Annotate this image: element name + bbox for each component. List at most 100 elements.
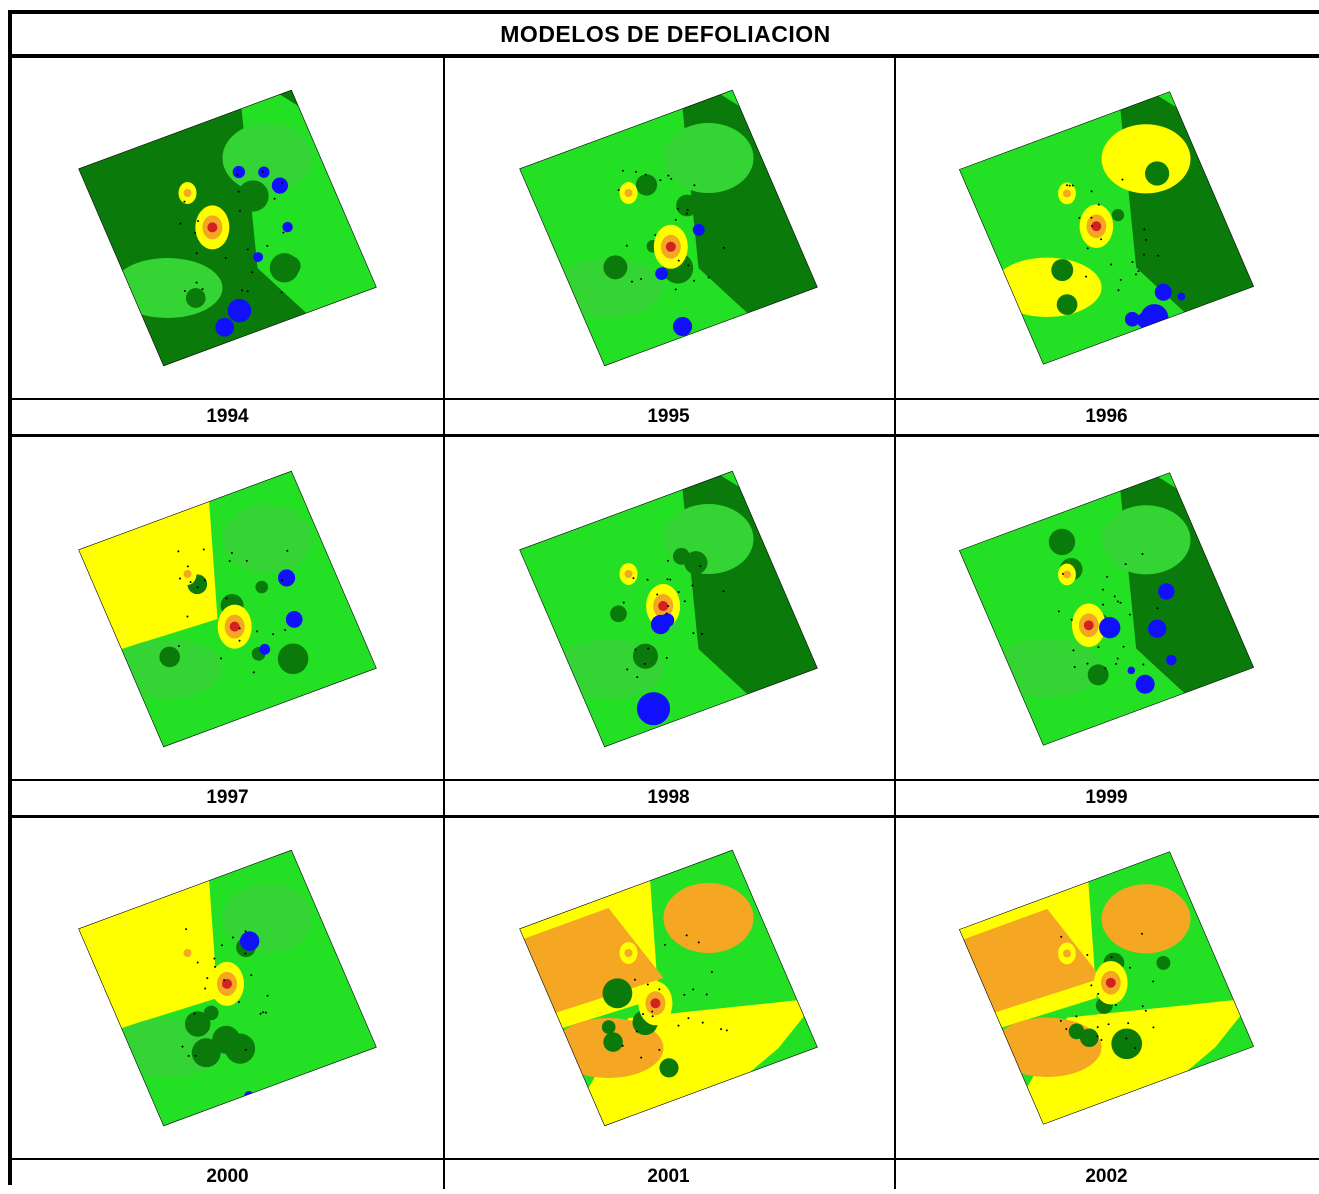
map-patch: [684, 551, 708, 575]
map-sample-point: [1091, 225, 1094, 227]
map-sample-point: [646, 983, 649, 986]
map-sample-point: [658, 1048, 661, 1051]
year-label: 1996: [1085, 406, 1128, 427]
map-hotspot: [183, 189, 192, 197]
map-sample-point: [214, 965, 217, 968]
map-sample-point: [1102, 588, 1105, 591]
map-zone: [222, 504, 313, 574]
map-sample-point: [1122, 645, 1125, 648]
map-sample-point: [252, 671, 255, 674]
map-sample-point: [1085, 275, 1088, 278]
map-sample-point: [669, 578, 672, 581]
map-sample-point: [687, 1017, 690, 1020]
map-sample-point: [685, 934, 688, 937]
map-blue-spot: [672, 316, 693, 337]
map-sample-point: [1145, 238, 1147, 241]
map-sample-point: [1059, 1019, 1062, 1022]
map-blue-spot: [282, 221, 293, 233]
map-blue-spot: [258, 166, 270, 178]
map-zone: [987, 997, 1254, 1125]
map-sample-point: [231, 936, 234, 939]
map-sample-point: [1116, 600, 1119, 603]
map-sample-point: [1078, 216, 1081, 219]
map-sample-point: [1116, 657, 1119, 660]
defoliation-map-1997: [78, 470, 377, 748]
map-sample-point: [691, 584, 694, 587]
map-outline: [78, 849, 377, 1127]
map-patch: [255, 580, 269, 594]
grid-line: [12, 398, 1319, 400]
map-zone: [1101, 505, 1191, 575]
map-sample-point: [1157, 254, 1160, 257]
map-sample-point: [635, 1030, 638, 1033]
map-patch: [1079, 1028, 1099, 1048]
map-sample-point: [651, 1010, 654, 1013]
map-sample-point: [1066, 184, 1069, 187]
year-label: 1995: [647, 406, 690, 427]
map-sample-point: [670, 177, 673, 180]
map-sample-point: [1075, 1015, 1078, 1018]
map-sample-point: [1104, 667, 1107, 670]
map-zone: [678, 471, 818, 747]
map-sample-point: [264, 1011, 267, 1014]
map-patch: [1156, 955, 1171, 970]
map-sample-point: [1086, 954, 1089, 957]
map-patch: [184, 1011, 211, 1037]
map-outline: [519, 849, 818, 1127]
map-sample-point: [1060, 935, 1063, 938]
map-sample-point: [701, 1021, 704, 1024]
map-sample-point: [646, 578, 649, 581]
map-sample-point: [246, 290, 249, 293]
map-zone: [222, 883, 313, 953]
map-sample-point: [1117, 289, 1120, 292]
map-blue-spot: [253, 252, 264, 262]
map-sample-point: [284, 628, 287, 631]
map-patch: [659, 1058, 679, 1078]
map-sample-point: [1129, 966, 1132, 969]
map-zone: [992, 257, 1102, 317]
year-label: 1999: [1085, 787, 1128, 808]
map-sample-point: [1121, 178, 1124, 181]
map-patch: [1132, 588, 1153, 608]
map-blue-spot: [1127, 666, 1136, 675]
map-sample-point: [1106, 575, 1109, 578]
map-sample-point: [643, 662, 646, 665]
map-sample-point: [1096, 1035, 1099, 1038]
map-sample-point: [1152, 980, 1155, 983]
map-patch: [1111, 1028, 1143, 1060]
map-patch: [269, 253, 300, 283]
defoliation-table: MODELOS DE DEFOLIACION 1994 1995 1996 1997 1…: [8, 10, 1319, 1189]
map-sample-point: [1097, 203, 1100, 206]
map-sample-point: [1102, 603, 1105, 606]
map-patch: [1087, 664, 1109, 686]
map-sample-point: [677, 1024, 680, 1027]
map-patch: [1051, 259, 1074, 282]
map-hotspot: [1063, 570, 1071, 579]
map-sample-point: [658, 988, 661, 991]
map-sample-point: [187, 1054, 190, 1057]
map-sample-point: [189, 580, 192, 583]
map-sample-point: [1061, 572, 1064, 575]
map-sample-point: [244, 952, 247, 955]
map-blue-spot: [692, 223, 705, 236]
map-patch: [1048, 528, 1076, 556]
map-patch: [601, 1020, 616, 1034]
map-sample-point: [181, 1045, 184, 1048]
map-sample-point: [238, 209, 241, 212]
year-label: 2002: [1085, 1166, 1128, 1187]
map-sample-point: [230, 551, 233, 554]
map-patch: [237, 180, 269, 212]
map-sample-point: [692, 988, 695, 991]
map-sample-point: [677, 259, 680, 262]
map-sample-point: [238, 627, 241, 630]
map-hotspot: [624, 189, 633, 197]
table-title: MODELOS DE DEFOLIACION: [500, 20, 831, 47]
map-surface: [519, 90, 818, 366]
map-patch: [1056, 294, 1078, 315]
map-cell-1995: [443, 58, 894, 398]
map-cell-2000: [12, 818, 443, 1158]
map-patch: [696, 208, 715, 228]
map-patch: [712, 617, 733, 638]
map-sample-point: [630, 280, 633, 283]
map-hotspot: [1083, 620, 1094, 631]
